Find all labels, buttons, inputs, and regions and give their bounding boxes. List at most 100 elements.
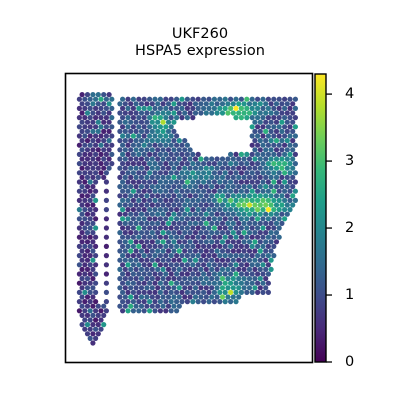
expression-spot <box>250 189 255 194</box>
expression-spot <box>271 179 276 184</box>
expression-spot <box>152 106 157 111</box>
expression-spot <box>147 170 152 175</box>
expression-spot <box>209 212 214 217</box>
expression-spot <box>101 175 106 180</box>
expression-spot <box>174 281 179 286</box>
expression-spot <box>190 290 195 295</box>
expression-spot <box>282 115 287 120</box>
expression-spot <box>139 202 144 207</box>
expression-spot <box>271 143 276 148</box>
expression-spot <box>93 133 98 138</box>
expression-spot <box>217 106 222 111</box>
expression-spot <box>171 184 176 189</box>
expression-spot <box>142 97 147 102</box>
expression-spot <box>80 230 85 235</box>
expression-spot <box>155 248 160 253</box>
expression-spot <box>204 285 209 290</box>
expression-spot <box>174 262 179 267</box>
expression-spot <box>125 97 130 102</box>
expression-spot <box>244 152 249 157</box>
expression-spot <box>98 97 103 102</box>
expression-spot <box>125 152 130 157</box>
expression-spot <box>158 299 163 304</box>
expression-spot <box>123 129 128 134</box>
expression-spot <box>107 156 112 161</box>
expression-spot <box>228 170 233 175</box>
expression-spot <box>117 248 122 253</box>
expression-spot <box>190 271 195 276</box>
expression-spot <box>252 193 257 198</box>
expression-spot <box>206 271 211 276</box>
expression-spot <box>80 147 85 152</box>
expression-spot <box>147 225 152 230</box>
expression-spot <box>82 225 87 230</box>
expression-spot <box>255 216 260 221</box>
expression-spot <box>161 110 166 115</box>
expression-spot <box>209 276 214 281</box>
expression-spot <box>155 239 160 244</box>
expression-spot <box>179 179 184 184</box>
expression-spot <box>155 304 160 309</box>
expression-spot <box>209 202 214 207</box>
expression-spot <box>144 147 149 152</box>
expression-spot <box>209 110 214 115</box>
expression-spot <box>220 101 225 106</box>
expression-spot <box>101 92 106 97</box>
expression-spot <box>182 175 187 180</box>
expression-spot <box>169 189 174 194</box>
expression-spot <box>77 308 82 313</box>
expression-spot <box>147 262 152 267</box>
expression-spot <box>131 235 136 240</box>
expression-spot <box>174 115 179 120</box>
expression-spot <box>228 281 233 286</box>
expression-spot <box>155 120 160 125</box>
expression-spot <box>212 235 217 240</box>
expression-spot <box>134 147 139 152</box>
expression-spot <box>252 221 257 226</box>
expression-spot <box>179 143 184 148</box>
expression-spot <box>255 281 260 286</box>
expression-spot <box>258 285 263 290</box>
expression-spot <box>125 271 130 276</box>
expression-spot <box>220 248 225 253</box>
expression-spot <box>123 202 128 207</box>
expression-spot <box>134 212 139 217</box>
expression-spot <box>260 115 265 120</box>
expression-spot <box>239 225 244 230</box>
expression-spot <box>117 184 122 189</box>
expression-spot <box>266 133 271 138</box>
expression-spot <box>174 198 179 203</box>
expression-spot <box>139 221 144 226</box>
expression-spot <box>242 285 247 290</box>
expression-spot <box>169 253 174 258</box>
expression-spot <box>101 110 106 115</box>
expression-spot <box>266 152 271 157</box>
expression-spot <box>131 124 136 129</box>
expression-spot <box>271 170 276 175</box>
expression-spot <box>212 225 217 230</box>
expression-spot <box>215 156 220 161</box>
expression-spot <box>277 161 282 166</box>
expression-spot <box>258 101 263 106</box>
expression-spot <box>233 161 238 166</box>
expression-spot <box>225 212 230 217</box>
expression-spot <box>225 156 230 161</box>
expression-spot <box>182 239 187 244</box>
expression-spot <box>104 133 109 138</box>
expression-spot <box>136 235 141 240</box>
expression-spot <box>98 115 103 120</box>
expression-spot <box>142 235 147 240</box>
expression-spot <box>260 106 265 111</box>
expression-spot <box>155 156 160 161</box>
expression-spot <box>260 124 265 129</box>
expression-spot <box>136 271 141 276</box>
expression-spot <box>85 202 90 207</box>
expression-spot <box>282 124 287 129</box>
expression-spot <box>80 239 85 244</box>
expression-spot <box>155 110 160 115</box>
expression-spot <box>166 156 171 161</box>
expression-spot <box>258 212 263 217</box>
expression-spot <box>190 253 195 258</box>
expression-spot <box>128 221 133 226</box>
expression-spot <box>271 244 276 249</box>
